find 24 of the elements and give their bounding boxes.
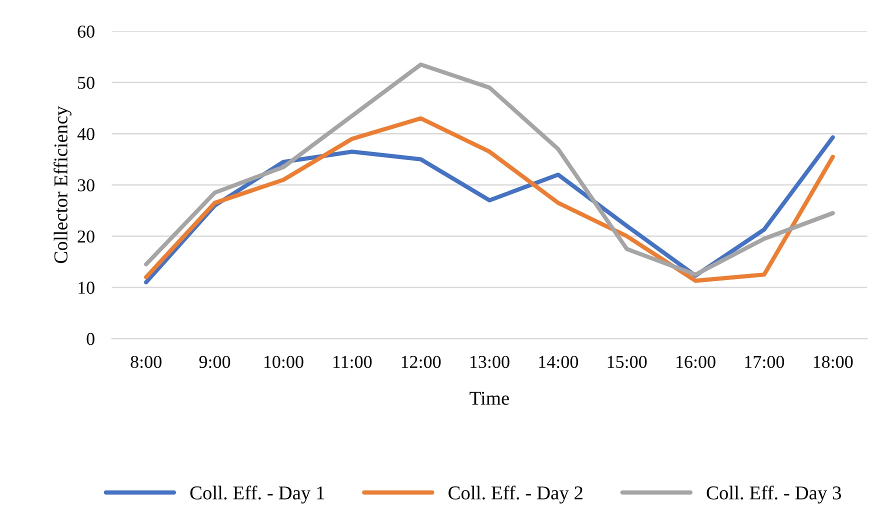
y-tick-label: 40 xyxy=(77,128,94,140)
x-tick-label: 18:00 xyxy=(814,356,853,368)
y-axis-title: Collector Efficiency xyxy=(54,106,72,264)
y-tick-label: 20 xyxy=(78,230,94,243)
y-tick-label: 60 xyxy=(78,26,94,38)
x-tick-label: 8:00 xyxy=(130,356,162,368)
x-tick-label: 13:00 xyxy=(470,356,510,368)
y-tick-label: 30 xyxy=(78,179,94,192)
y-tick-label: 0 xyxy=(86,332,94,346)
x-tick-label: 15:00 xyxy=(608,356,647,368)
legend-label: Coll. Eff. - Day 3 xyxy=(706,486,841,504)
x-tick-label: 12:00 xyxy=(402,356,441,368)
x-tick-label: 11:00 xyxy=(333,356,372,368)
x-tick-label: 17:00 xyxy=(745,356,784,368)
x-tick-label: 10:00 xyxy=(264,356,304,368)
x-tick-label: 14:00 xyxy=(539,356,578,368)
legend-label: Coll. Eff. - Day 2 xyxy=(448,486,582,504)
y-tick-label: 10 xyxy=(78,282,94,294)
x-axis-title: Time xyxy=(470,392,509,405)
x-tick-label: 9:00 xyxy=(199,356,230,368)
x-tick-label: 16:00 xyxy=(676,356,716,368)
legend-label: Coll. Eff. - Day 1 xyxy=(190,486,324,504)
line-series xyxy=(144,62,835,277)
y-tick-label: 50 xyxy=(78,76,94,89)
